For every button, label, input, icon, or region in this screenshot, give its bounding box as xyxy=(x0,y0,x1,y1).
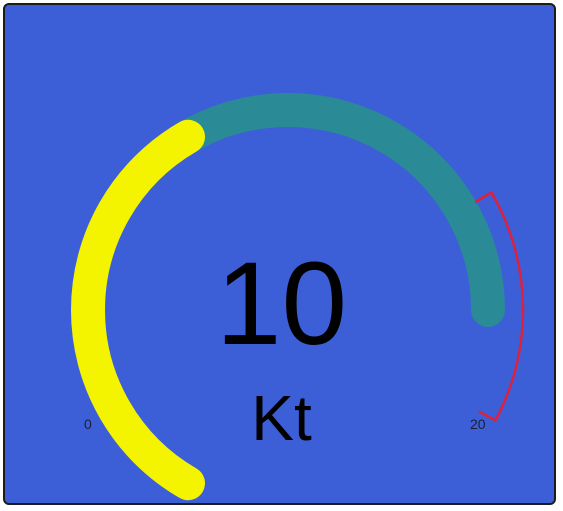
gauge-range-marker xyxy=(474,191,525,422)
gauge-progress-arc xyxy=(70,119,205,501)
gauge-panel xyxy=(3,3,556,505)
gauge-max-label: 20 xyxy=(470,416,486,432)
gauge-svg xyxy=(70,93,525,501)
gauge-unit: Kt xyxy=(251,382,312,454)
gauge-track-arc xyxy=(171,93,505,327)
gauge-value: 10 xyxy=(215,238,348,370)
gauge-min-label: 0 xyxy=(84,416,92,432)
